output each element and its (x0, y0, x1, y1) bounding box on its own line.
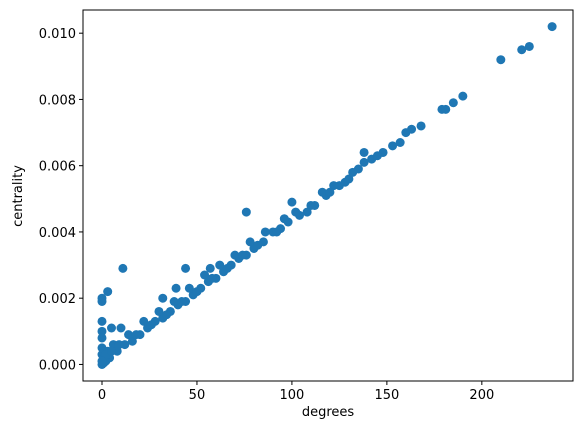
point (230, 250, 240, 260)
point (131, 330, 141, 340)
point (139, 316, 149, 326)
point (245, 237, 255, 247)
point (97, 326, 107, 336)
point (291, 207, 301, 217)
y-tick-label: 0.002 (39, 292, 76, 307)
point (97, 316, 107, 326)
point (272, 227, 282, 237)
y-tick-label: 0.000 (39, 358, 76, 373)
x-tick-label: 200 (469, 388, 494, 403)
point (416, 121, 426, 131)
point (260, 227, 270, 237)
point (329, 181, 339, 191)
point (306, 200, 316, 210)
point (253, 240, 263, 250)
y-tick-label: 0.006 (39, 160, 76, 175)
point (524, 41, 534, 51)
point (114, 340, 124, 350)
x-tick-label: 150 (374, 388, 399, 403)
point (181, 263, 191, 273)
point (154, 306, 164, 316)
point (116, 323, 126, 333)
point (200, 270, 210, 280)
point (238, 250, 248, 260)
point (106, 323, 116, 333)
point (222, 263, 232, 273)
point (205, 263, 215, 273)
point (97, 297, 107, 306)
point (359, 147, 369, 157)
point (215, 260, 225, 270)
point (547, 22, 557, 32)
point (118, 263, 128, 273)
point (97, 333, 107, 343)
x-tick-label: 100 (280, 388, 305, 403)
y-tick-label: 0.008 (39, 93, 76, 108)
point (448, 98, 458, 108)
point (177, 297, 187, 306)
point (317, 187, 327, 197)
point (496, 55, 506, 65)
point (241, 207, 251, 217)
point (325, 187, 335, 197)
point (97, 356, 107, 366)
point (458, 91, 468, 101)
point (106, 346, 116, 356)
y-tick-label: 0.004 (39, 226, 76, 241)
point (401, 128, 411, 138)
x-tick-label: 50 (189, 388, 206, 403)
point (372, 151, 382, 161)
point (359, 157, 369, 167)
point (302, 207, 312, 217)
point (441, 104, 451, 114)
point (184, 283, 194, 293)
point (395, 138, 405, 147)
point (340, 177, 350, 187)
point (146, 320, 156, 330)
point (388, 141, 398, 151)
point (517, 45, 527, 55)
point (169, 297, 179, 306)
x-axis-label: degrees (302, 405, 355, 420)
point (103, 287, 113, 297)
point (192, 287, 202, 297)
point (124, 330, 134, 340)
y-tick-label: 0.010 (39, 27, 76, 42)
point (127, 336, 137, 346)
x-tick-label: 0 (98, 388, 106, 403)
point (207, 273, 217, 283)
point (158, 293, 168, 303)
point (348, 167, 358, 177)
y-axis-label: centrality (11, 165, 26, 227)
point (171, 283, 181, 293)
point (279, 214, 289, 224)
point (162, 310, 172, 320)
point (287, 197, 297, 207)
plot-frame (82, 9, 574, 382)
